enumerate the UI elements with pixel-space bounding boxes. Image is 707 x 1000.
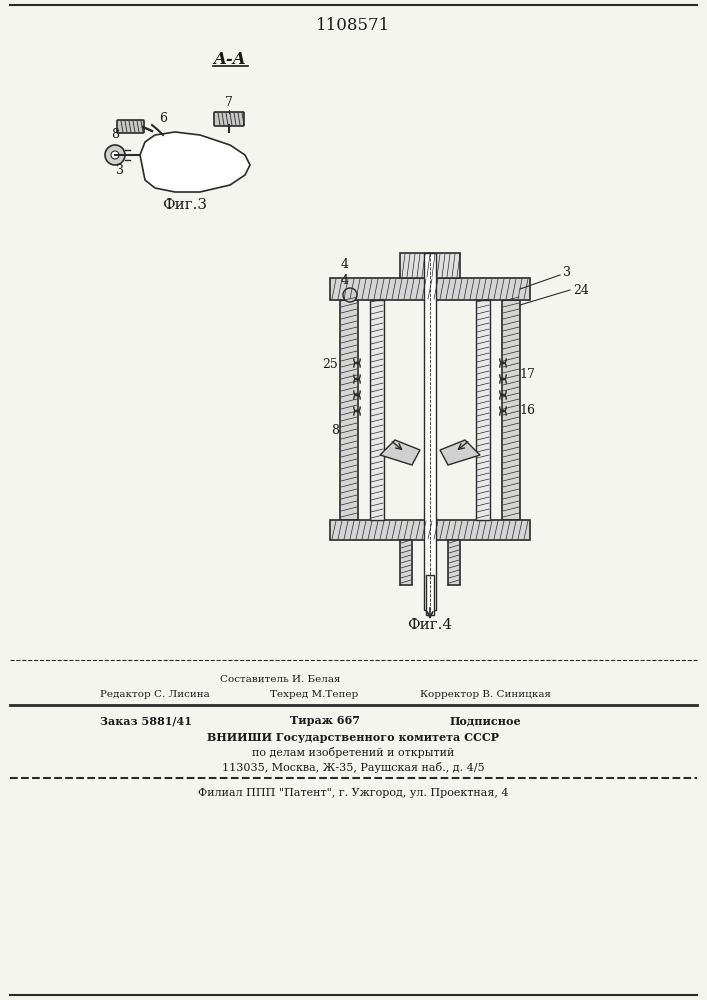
- Text: 1108571: 1108571: [316, 16, 390, 33]
- Text: Корректор В. Синицкая: Корректор В. Синицкая: [420, 690, 551, 699]
- Polygon shape: [380, 440, 420, 465]
- Text: Редактор С. Лисина: Редактор С. Лисина: [100, 690, 210, 699]
- FancyBboxPatch shape: [426, 575, 434, 615]
- Text: A-A: A-A: [214, 51, 246, 68]
- FancyBboxPatch shape: [340, 300, 358, 520]
- Text: 3: 3: [563, 266, 571, 279]
- Text: 4: 4: [341, 273, 349, 286]
- Text: 113035, Москва, Ж-35, Раушская наб., д. 4/5: 113035, Москва, Ж-35, Раушская наб., д. …: [222, 762, 484, 773]
- Text: Тираж 667: Тираж 667: [290, 715, 360, 726]
- FancyBboxPatch shape: [214, 112, 244, 126]
- Text: ВНИИШИ Государственного комитета СССР: ВНИИШИ Государственного комитета СССР: [207, 732, 499, 743]
- Text: 6: 6: [159, 111, 167, 124]
- Text: Фиг.3: Фиг.3: [163, 198, 207, 212]
- Text: Составитель И. Белая: Составитель И. Белая: [220, 675, 340, 684]
- FancyBboxPatch shape: [448, 540, 460, 585]
- FancyBboxPatch shape: [424, 253, 436, 610]
- Text: 3: 3: [116, 163, 124, 176]
- Polygon shape: [440, 440, 480, 465]
- Text: 7: 7: [225, 97, 233, 109]
- Circle shape: [105, 145, 125, 165]
- Text: 25: 25: [322, 359, 338, 371]
- Text: 16: 16: [519, 403, 535, 416]
- Text: Подписное: Подписное: [450, 715, 522, 726]
- Text: 8: 8: [111, 128, 119, 141]
- Text: Техред М.Тепер: Техред М.Тепер: [270, 690, 358, 699]
- Text: 17: 17: [519, 368, 535, 381]
- Text: 4: 4: [341, 258, 349, 271]
- FancyBboxPatch shape: [117, 120, 144, 133]
- Text: 24: 24: [573, 284, 589, 296]
- Text: по делам изобретений и открытий: по делам изобретений и открытий: [252, 747, 454, 758]
- Text: Фиг.4: Фиг.4: [407, 618, 452, 632]
- FancyBboxPatch shape: [330, 520, 530, 540]
- FancyBboxPatch shape: [330, 278, 530, 300]
- Text: Филиал ППП "Патент", г. Ужгород, ул. Проектная, 4: Филиал ППП "Патент", г. Ужгород, ул. Про…: [198, 788, 508, 798]
- Polygon shape: [140, 132, 250, 192]
- FancyBboxPatch shape: [400, 253, 460, 278]
- Circle shape: [343, 288, 357, 302]
- FancyBboxPatch shape: [502, 300, 520, 520]
- FancyBboxPatch shape: [476, 300, 490, 520]
- FancyBboxPatch shape: [370, 300, 384, 520]
- Circle shape: [111, 151, 119, 159]
- Text: Заказ 5881/41: Заказ 5881/41: [100, 715, 192, 726]
- Text: 8: 8: [331, 424, 339, 436]
- FancyBboxPatch shape: [400, 540, 412, 585]
